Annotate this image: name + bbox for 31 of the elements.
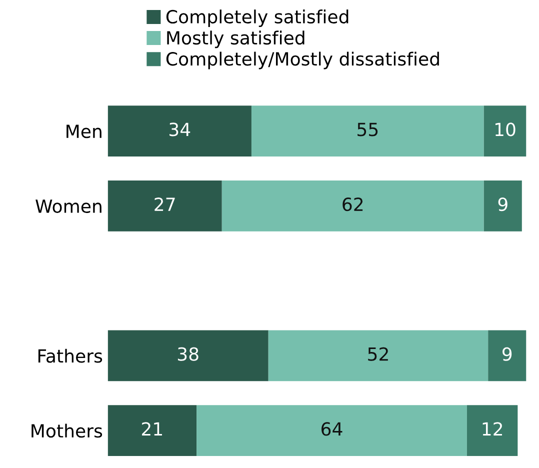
data-label: 52 <box>368 347 388 361</box>
data-label: 9 <box>498 198 508 212</box>
data-label: 34 <box>170 122 190 136</box>
bar <box>251 106 484 156</box>
data-label: 12 <box>482 422 502 436</box>
bar <box>488 330 526 382</box>
legend-label: Completely satisfied <box>166 10 348 28</box>
data-label: 9 <box>502 347 512 361</box>
y-tick-label: Women <box>36 200 102 214</box>
bar <box>222 180 484 232</box>
y-tick-label: Men <box>66 124 102 138</box>
bar <box>108 180 222 232</box>
bar <box>484 180 522 232</box>
data-label: 10 <box>495 122 516 136</box>
y-tick-label: Mothers <box>32 424 102 438</box>
bar <box>196 405 467 456</box>
bar <box>268 330 488 382</box>
bar <box>108 106 252 156</box>
legend-label: Completely/Mostly dissatisfied <box>166 52 439 70</box>
bar <box>484 106 526 156</box>
legend-label: Mostly satisfied <box>167 30 304 48</box>
bar <box>466 405 518 456</box>
data-label: 27 <box>154 198 175 211</box>
data-label: 62 <box>342 198 363 212</box>
data-label: 38 <box>178 347 198 361</box>
bar <box>108 405 197 456</box>
data-label: 64 <box>322 422 342 436</box>
bar <box>108 330 268 382</box>
data-label: 55 <box>358 122 378 136</box>
data-label: 21 <box>142 422 162 436</box>
y-tick-label: Fathers <box>38 348 102 363</box>
